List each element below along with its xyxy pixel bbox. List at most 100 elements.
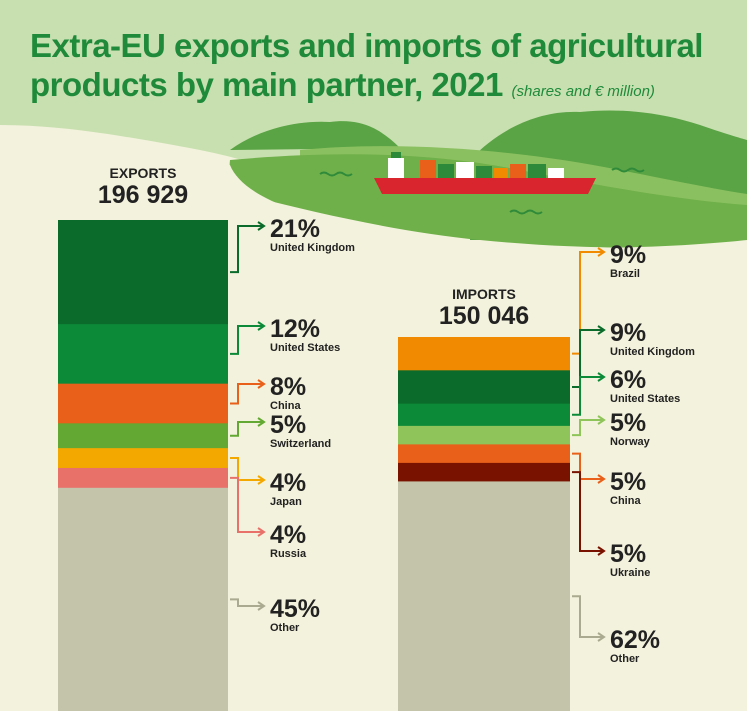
imports-arrow-ukraine <box>572 471 604 552</box>
imports-arrow-china <box>572 452 604 480</box>
imports-arrowhead-brazil <box>597 247 606 257</box>
exports-arrowhead-russia <box>257 527 266 537</box>
exports-header: EXPORTS 196 929 <box>58 165 228 209</box>
exports-callout-united-kingdom: 21% United Kingdom <box>270 216 355 255</box>
imports-country-united-kingdom: United Kingdom <box>610 346 695 358</box>
exports-bar-china <box>58 383 228 424</box>
imports-country-other: Other <box>610 653 640 665</box>
imports-arrow-united-states <box>572 376 604 416</box>
exports-arrowhead-united-states <box>257 321 266 331</box>
imports-callout-other: 62% Other <box>610 627 660 666</box>
imports-country-ukraine: Ukraine <box>610 567 651 579</box>
exports-arrow-russia <box>230 476 264 533</box>
exports-country-russia: Russia <box>270 548 307 560</box>
exports-bar-japan <box>58 448 228 469</box>
exports-callout-switzerland: 5% Switzerland <box>270 412 331 451</box>
imports-arrowhead-united-states <box>597 372 606 382</box>
exports-arrowhead-switzerland <box>257 417 266 427</box>
exports-callout-united-states: 12% United States <box>270 316 340 355</box>
imports-callout-china: 5% China <box>610 469 646 508</box>
exports-pct-japan: 4% <box>270 469 307 497</box>
exports-arrow-china <box>230 383 264 405</box>
exports-country-japan: Japan <box>270 496 302 508</box>
exports-arrow-japan <box>230 457 264 481</box>
exports-arrowhead-japan <box>257 475 266 485</box>
imports-bar-united-states <box>398 403 570 427</box>
cargo-ship-icon <box>374 152 596 194</box>
exports-country-united-states: United States <box>270 342 341 354</box>
imports-arrowhead-ukraine <box>597 546 606 556</box>
imports-arrow-norway <box>572 419 604 437</box>
imports-total: 150 046 <box>438 302 530 330</box>
exports-pct-united-kingdom: 21% <box>270 215 321 243</box>
callout-arrows <box>230 221 606 642</box>
exports-arrow-united-states <box>230 325 264 355</box>
imports-arrow-united-kingdom <box>572 329 604 388</box>
imports-pct-ukraine: 5% <box>610 540 647 568</box>
imports-country-united-states: United States <box>610 393 681 405</box>
imports-pct-norway: 5% <box>610 409 647 437</box>
imports-callout-ukraine: 5% Ukraine <box>610 541 650 580</box>
imports-country-brazil: Brazil <box>610 268 640 280</box>
imports-pct-china: 5% <box>610 468 647 496</box>
imports-arrow-brazil <box>572 251 604 355</box>
exports-arrow-other <box>230 598 264 607</box>
imports-bar-ukraine <box>398 462 570 482</box>
imports-bar-other <box>398 481 570 711</box>
imports-callout-norway: 5% Norway <box>610 410 650 449</box>
imports-callout-brazil: 9% Brazil <box>610 242 646 281</box>
exports-country-other: Other <box>270 622 300 634</box>
imports-label: IMPORTS <box>452 286 516 302</box>
exports-pct-russia: 4% <box>270 521 307 549</box>
imports-pct-united-states: 6% <box>610 366 647 394</box>
imports-pct-united-kingdom: 9% <box>610 319 647 347</box>
exports-callout-japan: 4% Japan <box>270 470 306 509</box>
exports-arrow-switzerland <box>230 421 264 437</box>
exports-total: 196 929 <box>97 181 189 209</box>
exports-arrowhead-other <box>257 601 266 611</box>
exports-pct-other: 45% <box>270 595 321 623</box>
imports-bar-united-kingdom <box>398 370 570 405</box>
imports-arrowhead-norway <box>597 415 606 425</box>
exports-country-china: China <box>270 400 301 412</box>
chart-title-text: Extra-EU exports and imports of agricult… <box>30 27 703 103</box>
imports-arrowhead-other <box>597 632 606 642</box>
exports-arrow-united-kingdom <box>230 225 264 274</box>
imports-arrowhead-united-kingdom <box>597 325 606 335</box>
exports-bar-united-kingdom <box>58 220 228 325</box>
exports-pct-united-states: 12% <box>270 315 321 343</box>
imports-bar-brazil <box>398 337 570 371</box>
imports-country-norway: Norway <box>610 436 650 448</box>
water-waves <box>319 167 645 215</box>
chart-subtitle: (shares and € million) <box>511 83 655 100</box>
exports-callout-china: 8% China <box>270 374 306 413</box>
imports-bar-china <box>398 444 570 464</box>
exports-bar-united-states <box>58 324 228 385</box>
exports-arrowhead-united-kingdom <box>257 221 266 231</box>
imports-callout-united-kingdom: 9% United Kingdom <box>610 320 695 359</box>
exports-callout-russia: 4% Russia <box>270 522 306 561</box>
exports-label: EXPORTS <box>109 165 177 181</box>
exports-pct-china: 8% <box>270 373 307 401</box>
imports-pct-other: 62% <box>610 626 661 654</box>
imports-arrowhead-china <box>597 474 606 484</box>
exports-country-united-kingdom: United Kingdom <box>270 242 355 254</box>
exports-bar-switzerland <box>58 423 228 449</box>
shore-foreground <box>229 154 747 248</box>
imports-callout-united-states: 6% United States <box>610 367 680 406</box>
imports-arrow-other <box>572 595 604 638</box>
imports-header: IMPORTS 150 046 <box>398 286 570 330</box>
chart-title: Extra-EU exports and imports of agricult… <box>30 26 730 111</box>
exports-bar-russia <box>58 467 228 489</box>
exports-callout-other: 45% Other <box>270 596 320 635</box>
exports-pct-switzerland: 5% <box>270 411 307 439</box>
hill-dark-left <box>230 121 400 150</box>
imports-bar-norway <box>398 425 570 445</box>
exports-arrowhead-china <box>257 379 266 389</box>
bars-layer <box>58 220 570 711</box>
exports-country-switzerland: Switzerland <box>270 438 332 450</box>
imports-pct-brazil: 9% <box>610 241 647 269</box>
exports-bar-other <box>58 487 228 711</box>
imports-country-china: China <box>610 495 641 507</box>
